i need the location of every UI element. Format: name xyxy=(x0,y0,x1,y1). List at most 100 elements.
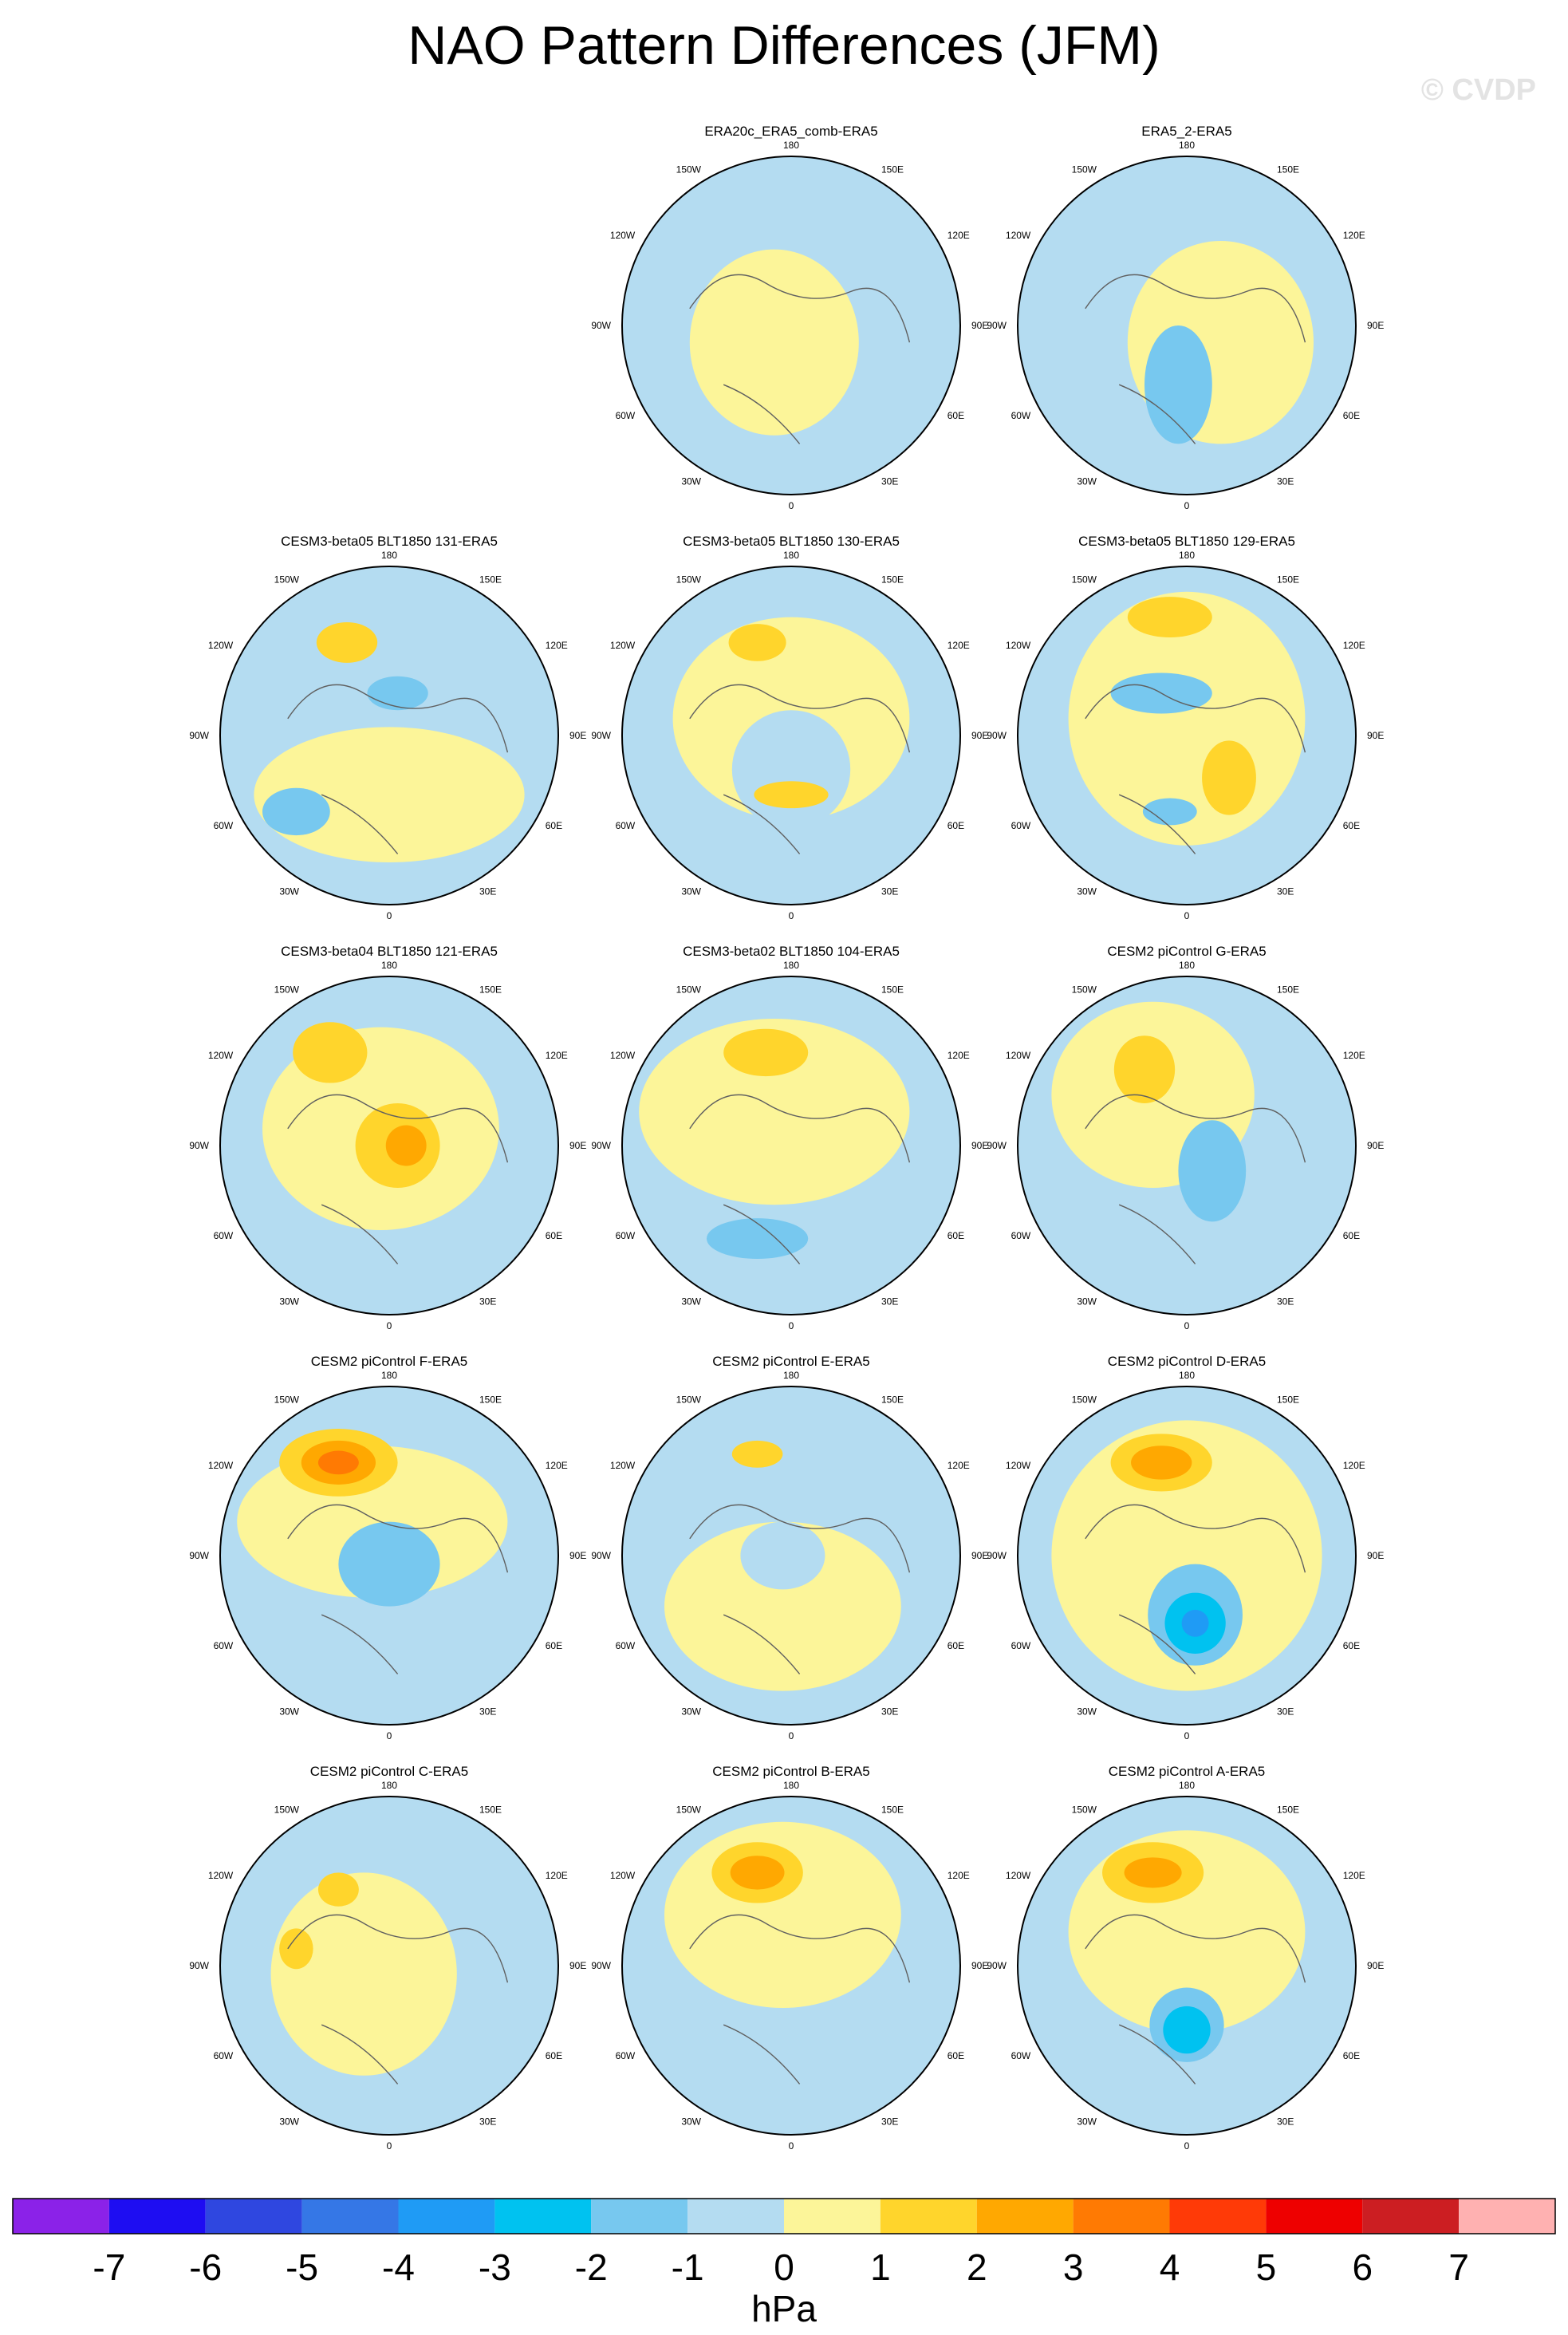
lon-label: 60E xyxy=(546,2050,562,2061)
lon-label: 60E xyxy=(546,820,562,831)
lon-label: 30E xyxy=(479,1296,496,1308)
lon-label: 90W xyxy=(987,1960,1007,1971)
panel-title: CESM2 piControl B-ERA5 xyxy=(712,1764,869,1779)
lon-label: 150W xyxy=(676,984,702,995)
lon-label: 150W xyxy=(1072,574,1097,585)
colorbar-tick-label: -7 xyxy=(93,2246,125,2288)
lon-label: 120E xyxy=(546,1870,568,1881)
lon-label: 60E xyxy=(1343,1230,1360,1241)
lon-label: 30W xyxy=(1077,886,1097,897)
lon-label: 30E xyxy=(1277,1706,1294,1718)
lon-label: 30E xyxy=(1277,2116,1294,2128)
panel-title: CESM2 piControl F-ERA5 xyxy=(311,1354,468,1369)
colorbar-swatch xyxy=(880,2199,977,2234)
lon-label: 30E xyxy=(1277,886,1294,897)
lon-label: 120W xyxy=(1006,1050,1031,1061)
lon-label: 150E xyxy=(1277,574,1299,585)
lon-label: 0 xyxy=(387,1730,392,1741)
lon-label: 120E xyxy=(1343,1870,1365,1881)
lon-label: 60E xyxy=(546,1640,562,1651)
colorbar-swatch xyxy=(494,2199,592,2234)
lon-label: 150E xyxy=(1277,984,1299,995)
colorbar-tick-label: -4 xyxy=(382,2246,415,2288)
colorbar-swatch xyxy=(784,2199,881,2234)
lon-label: 150E xyxy=(479,1394,502,1405)
colorbar-tick-label: -2 xyxy=(575,2246,608,2288)
lon-label: 150E xyxy=(479,1804,502,1815)
lon-label: 150W xyxy=(1072,164,1097,175)
lon-label: 120W xyxy=(610,1050,636,1061)
colorbar-tick-label: 3 xyxy=(1063,2246,1084,2288)
lon-label: 30W xyxy=(681,1296,701,1308)
lon-label: 90E xyxy=(1367,1960,1384,1971)
lon-label: 90W xyxy=(189,1140,209,1151)
panel-title: CESM2 piControl E-ERA5 xyxy=(712,1354,869,1369)
colorbar-tick-label: 5 xyxy=(1256,2246,1277,2288)
lon-label: 120W xyxy=(610,1870,636,1881)
lon-label: 90E xyxy=(1367,1140,1384,1151)
panel-title: CESM3-beta05 BLT1850 130-ERA5 xyxy=(683,534,900,549)
colorbar-swatch xyxy=(301,2199,399,2234)
panel-title: CESM2 piControl G-ERA5 xyxy=(1107,944,1266,959)
lon-label: 30E xyxy=(479,2116,496,2128)
lon-label: 60W xyxy=(616,2050,636,2061)
lon-label: 180 xyxy=(783,1780,799,1791)
lon-label: 150W xyxy=(1072,984,1097,995)
lon-label: 120W xyxy=(610,640,636,651)
colorbar-swatch xyxy=(976,2199,1074,2234)
lon-label: 120W xyxy=(208,1870,234,1881)
lon-label: 30E xyxy=(1277,1296,1294,1308)
lon-label: 0 xyxy=(387,2140,392,2152)
lon-label: 60W xyxy=(1011,820,1031,831)
lon-label: 30W xyxy=(681,1706,701,1718)
lon-label: 0 xyxy=(1184,500,1190,511)
lon-label: 60W xyxy=(616,1640,636,1651)
figure-title: NAO Pattern Differences (JFM) xyxy=(408,15,1160,76)
lon-label: 120W xyxy=(208,1050,234,1061)
lon-label: 30W xyxy=(681,2116,701,2128)
lon-label: 30E xyxy=(881,886,898,897)
colorbar-tick-label: 4 xyxy=(1160,2246,1180,2288)
lon-label: 90W xyxy=(987,320,1007,331)
lon-label: 150E xyxy=(1277,1394,1299,1405)
colorbar-tick-label: 7 xyxy=(1448,2246,1469,2288)
lon-label: 60W xyxy=(1011,1640,1031,1651)
colorbar-swatch xyxy=(1459,2199,1555,2234)
lon-label: 120E xyxy=(947,640,970,651)
colorbar-swatch xyxy=(1362,2199,1460,2234)
lon-label: 180 xyxy=(783,960,799,971)
lon-label: 150W xyxy=(1072,1804,1097,1815)
lon-label: 30W xyxy=(1077,476,1097,487)
panel-title: ERA20c_ERA5_comb-ERA5 xyxy=(704,124,877,139)
lon-label: 60W xyxy=(616,410,636,421)
lon-label: 60E xyxy=(1343,2050,1360,2061)
lon-label: 150E xyxy=(1277,1804,1299,1815)
colorbar-swatch xyxy=(205,2199,302,2234)
lon-label: 150E xyxy=(1277,164,1299,175)
lon-label: 0 xyxy=(1184,1320,1190,1331)
lon-label: 90E xyxy=(569,1140,586,1151)
lon-label: 60W xyxy=(214,820,234,831)
lon-label: 90W xyxy=(591,1140,611,1151)
lon-label: 120W xyxy=(1006,230,1031,241)
colorbar-unit: hPa xyxy=(751,2288,817,2329)
lon-label: 180 xyxy=(381,960,397,971)
lon-label: 180 xyxy=(783,140,799,151)
lon-label: 60E xyxy=(947,2050,964,2061)
lon-label: 120E xyxy=(546,1050,568,1061)
lon-label: 120W xyxy=(1006,1870,1031,1881)
panel-title: CESM2 piControl A-ERA5 xyxy=(1109,1764,1266,1779)
lon-label: 90W xyxy=(189,1550,209,1561)
lon-label: 150E xyxy=(881,1394,904,1405)
colorbar-swatch xyxy=(1169,2199,1267,2234)
lon-label: 180 xyxy=(381,1370,397,1381)
lon-label: 180 xyxy=(381,1780,397,1791)
panel-title: CESM3-beta05 BLT1850 129-ERA5 xyxy=(1078,534,1295,549)
